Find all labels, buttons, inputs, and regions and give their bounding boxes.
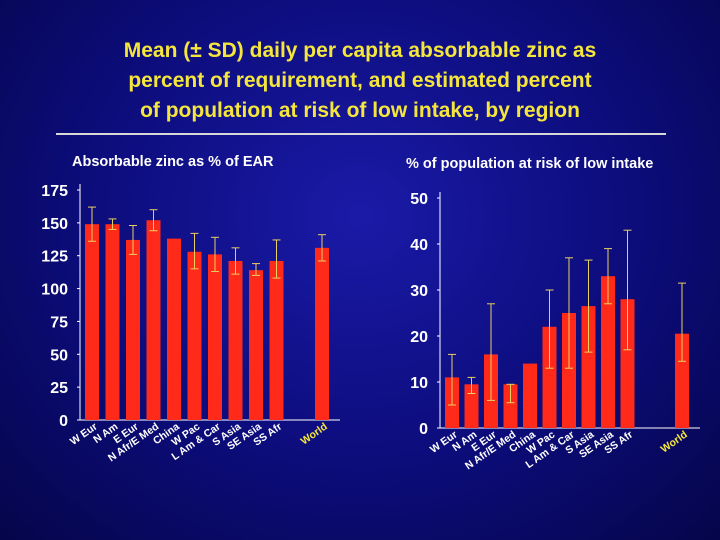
chart-1: Absorbable zinc as % of EAR 0 25 50 75 100 125… bbox=[41, 154, 340, 464]
bar-china bbox=[523, 363, 537, 428]
bar-w-pac bbox=[187, 251, 202, 420]
y-tick-label: 20 bbox=[410, 329, 428, 346]
y-tick-label: 25 bbox=[50, 380, 68, 397]
y-tick-label: 75 bbox=[50, 314, 68, 331]
x-category-label: World bbox=[659, 429, 690, 456]
bar-s-asia bbox=[228, 260, 243, 420]
y-tick-label: 175 bbox=[41, 183, 68, 200]
bar-e-eur bbox=[126, 239, 140, 420]
title-line-1: Mean (± SD) daily per capita absorbable … bbox=[123, 39, 597, 62]
y-tick-label: 30 bbox=[410, 283, 428, 300]
y-tick-label: 10 bbox=[410, 375, 428, 392]
bar-ss-afr bbox=[269, 260, 284, 420]
bar-china bbox=[167, 238, 181, 420]
bar-n-am bbox=[464, 384, 479, 428]
title-divider bbox=[56, 133, 666, 135]
chart-1-title: Absorbable zinc as % of EAR bbox=[72, 154, 274, 170]
y-tick-label: 0 bbox=[59, 413, 68, 430]
bar-ss-afr bbox=[620, 299, 635, 428]
chart-2: % of population at risk of low intake 0 10… bbox=[406, 156, 700, 472]
y-tick-label: 150 bbox=[41, 216, 68, 233]
title-line-3: of population at risk of low intake, by … bbox=[140, 99, 580, 122]
bar-s-asia bbox=[581, 306, 596, 428]
y-tick-label: 50 bbox=[410, 191, 428, 208]
title-line-2: percent of requirement, and estimated pe… bbox=[128, 69, 592, 92]
chart-2-title: % of population at risk of low intake bbox=[406, 156, 653, 172]
slide-title: Mean (± SD) daily per capita absorbable … bbox=[20, 36, 700, 126]
x-category-label: World bbox=[299, 421, 330, 448]
y-tick-label: 40 bbox=[410, 237, 428, 254]
bar-l-am-car bbox=[208, 254, 222, 420]
bar-l-am-car bbox=[562, 313, 576, 428]
bar-w-pac bbox=[542, 326, 557, 428]
bar-w-eur bbox=[85, 224, 99, 420]
y-tick-label: 125 bbox=[41, 249, 68, 266]
bar-n-am bbox=[105, 224, 120, 420]
bar-n-afr-e-med bbox=[146, 220, 161, 420]
bar-se-asia bbox=[249, 270, 263, 420]
bar-n-afr-e-med bbox=[503, 384, 518, 428]
bar-se-asia bbox=[601, 276, 615, 428]
y-tick-label: 50 bbox=[50, 347, 68, 364]
bar-world bbox=[675, 333, 689, 428]
bar-world bbox=[315, 247, 329, 420]
y-tick-label: 100 bbox=[41, 282, 68, 299]
y-tick-label: 0 bbox=[419, 421, 428, 438]
